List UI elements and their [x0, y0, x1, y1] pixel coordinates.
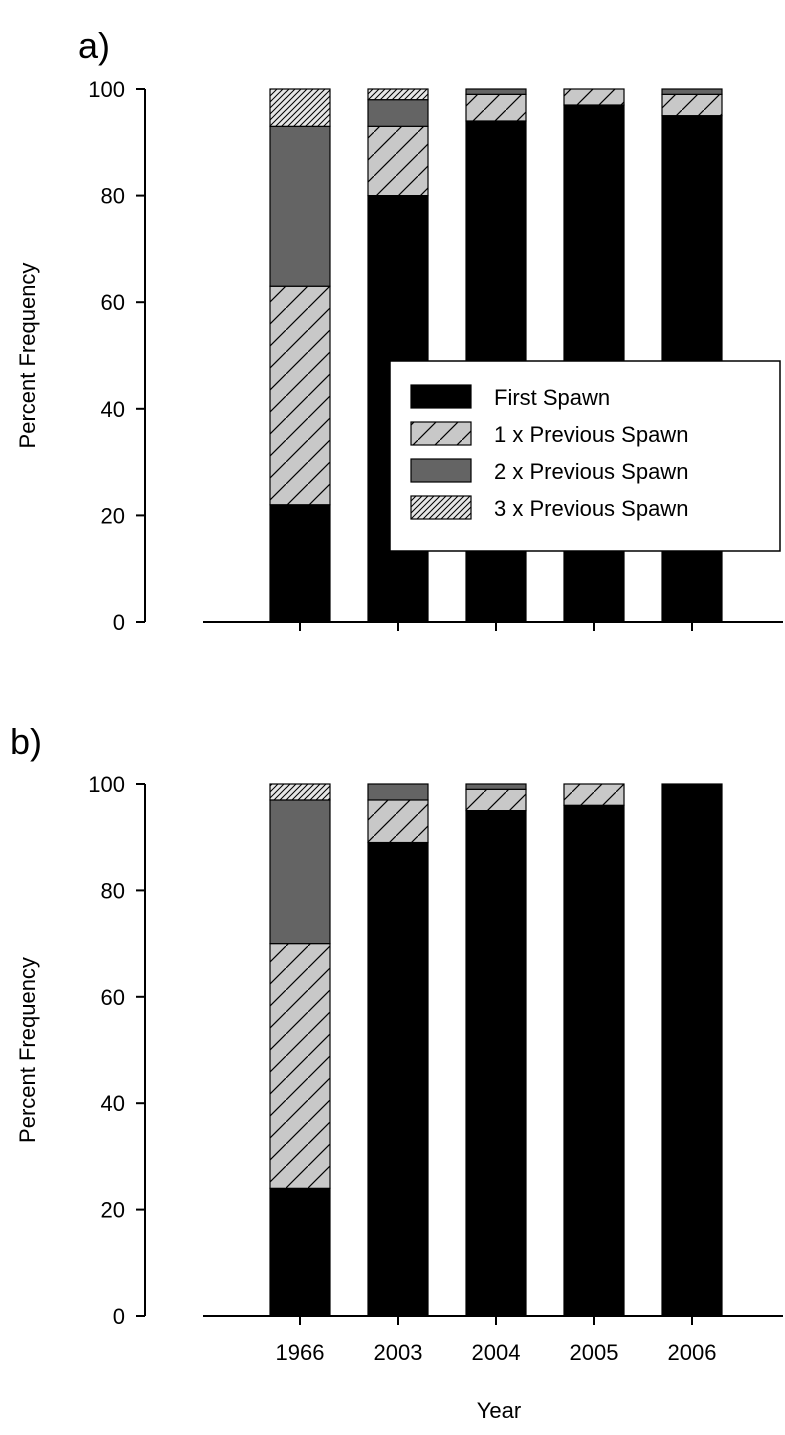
bar-segment	[465, 93, 527, 122]
legend-label: First Spawn	[494, 385, 610, 410]
legend-swatch	[410, 384, 472, 409]
bar-segment	[269, 125, 331, 287]
bar-segment	[367, 783, 429, 801]
bar-segment	[465, 88, 527, 95]
y-tick-label: 100	[88, 77, 125, 102]
legend-swatch	[410, 458, 472, 483]
bar-segment	[367, 125, 429, 197]
legend-swatch	[410, 495, 472, 520]
bar-segment	[563, 783, 625, 806]
bar-segment	[563, 88, 625, 106]
legend-swatch	[410, 421, 472, 446]
legend-label: 1 x Previous Spawn	[494, 422, 688, 447]
bar-segment	[269, 942, 331, 1189]
legend-label: 3 x Previous Spawn	[494, 496, 688, 521]
bar-segment	[269, 1187, 331, 1317]
y-tick-label: 80	[101, 184, 125, 209]
bar-segment	[465, 788, 527, 812]
bar-segment	[465, 783, 527, 790]
bar-segment	[367, 88, 429, 101]
x-tick-label: 1966	[276, 1340, 325, 1365]
bar-segment	[367, 799, 429, 844]
chart-panel: b) 0 20 40 60 80 100 Percent Frequency 1966 2003 2…	[10, 721, 783, 1423]
y-tick-label: 0	[113, 610, 125, 635]
y-axis-title: Percent Frequency	[15, 263, 40, 449]
y-tick-label: 40	[101, 397, 125, 422]
bar-segment	[661, 93, 723, 117]
panel-label: b)	[10, 721, 42, 762]
legend-label: 2 x Previous Spawn	[494, 459, 688, 484]
y-tick-label: 0	[113, 1304, 125, 1329]
y-tick-label: 20	[101, 1198, 125, 1223]
bar-segment	[367, 99, 429, 127]
y-tick-label: 80	[101, 878, 125, 903]
chart-panel: a) 0 20 40 60 80 100 Percent Frequency First Spa…	[15, 25, 783, 635]
bar-segment	[269, 783, 331, 801]
x-tick-label: 2006	[668, 1340, 717, 1365]
x-axis-title: Year	[477, 1398, 521, 1423]
x-tick-label: 2005	[570, 1340, 619, 1365]
bar-segment	[269, 285, 331, 506]
bar-segment	[563, 804, 625, 1317]
y-axis-title: Percent Frequency	[15, 957, 40, 1143]
x-tick-label: 2003	[374, 1340, 423, 1365]
panels-layer: a) 0 20 40 60 80 100 Percent Frequency First Spa…	[10, 25, 783, 1423]
legend: First Spawn 1 x Previous Spawn 2 x Previou…	[389, 360, 781, 552]
bar-segment	[269, 504, 331, 623]
bar-segment	[269, 88, 331, 127]
bar-segment	[367, 841, 429, 1317]
x-tick-label: 2004	[472, 1340, 521, 1365]
bar-segment	[465, 809, 527, 1317]
y-tick-label: 60	[101, 290, 125, 315]
y-tick-label: 20	[101, 503, 125, 528]
bar-segment	[661, 783, 723, 1317]
y-tick-label: 100	[88, 772, 125, 797]
y-tick-label: 60	[101, 985, 125, 1010]
bar-segment	[269, 799, 331, 945]
panel-label: a)	[78, 25, 110, 66]
y-tick-label: 40	[101, 1091, 125, 1116]
bar-segment	[661, 88, 723, 95]
